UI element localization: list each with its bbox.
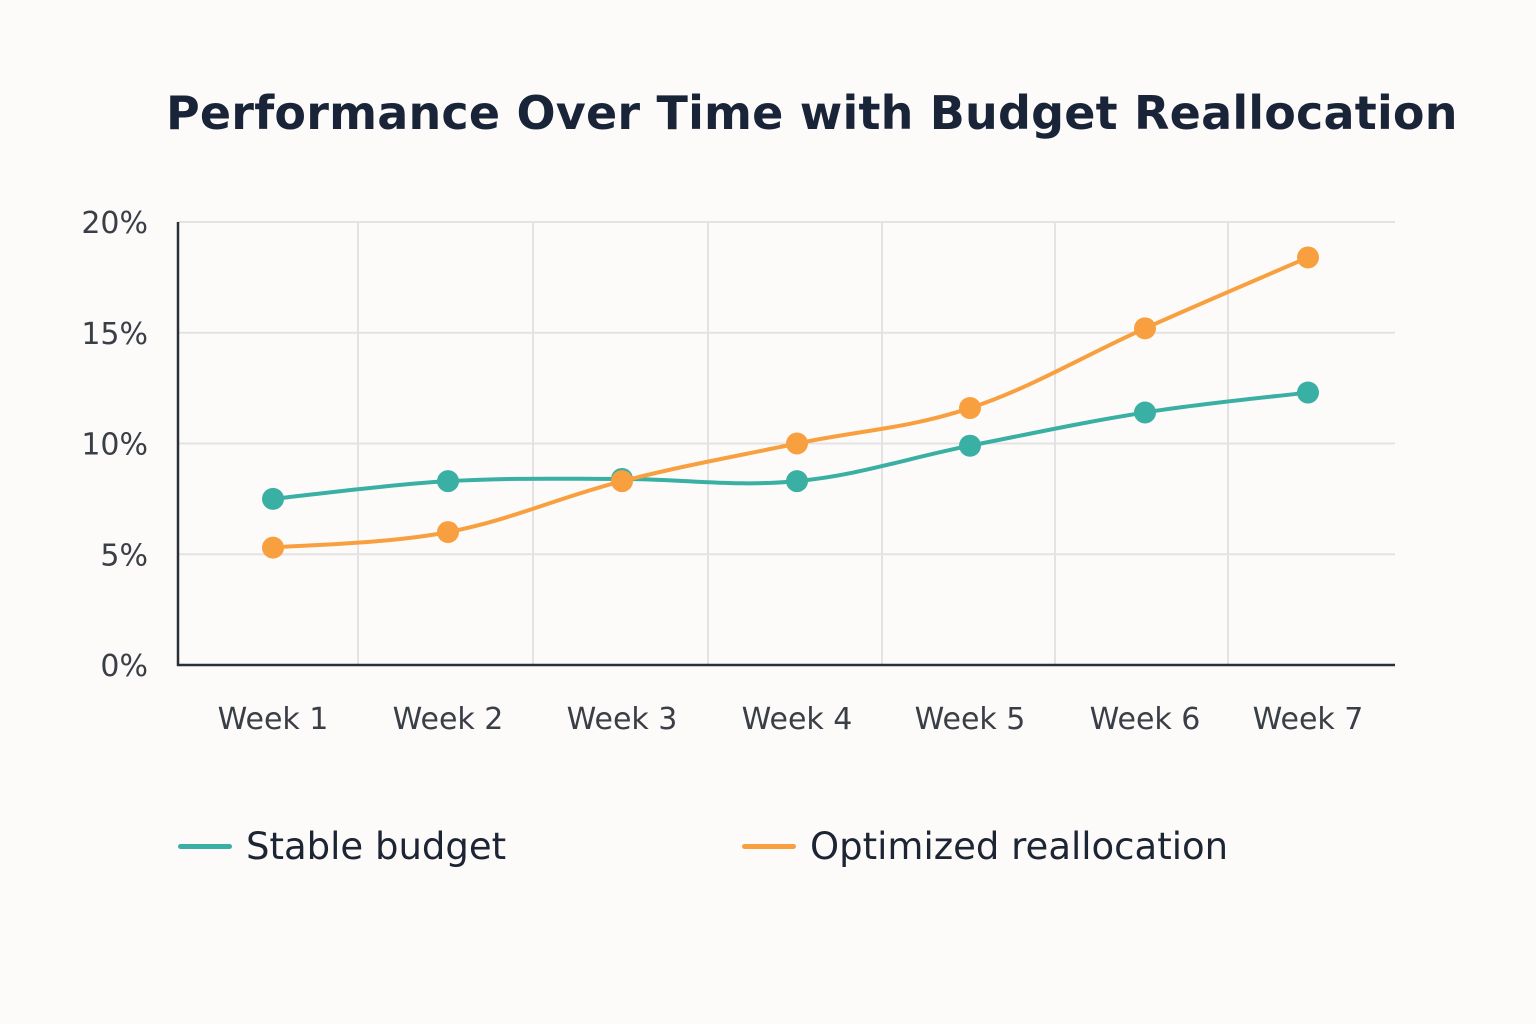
data-point [1297,381,1319,404]
y-tick-label: 10% [81,428,148,463]
x-tick-label: Week 6 [1090,702,1201,737]
data-point [959,397,981,420]
legend-swatch [178,843,232,849]
legend-item-optimized-reallocation: Optimized reallocation [742,822,1228,870]
legend-item-stable-budget: Stable budget [178,822,506,870]
series-layer [262,246,1319,559]
data-point [437,470,459,493]
data-point [786,432,808,455]
y-tick-label: 20% [81,206,148,241]
data-point [959,434,981,457]
x-tick-label: Week 1 [218,702,329,737]
series-stable-budget [262,381,1319,510]
data-point [1297,246,1319,269]
x-tick-label: Week 7 [1253,702,1364,737]
axes [176,222,1395,667]
series-optimized-reallocation [262,246,1319,559]
y-tick-labels: 0% 5% 10% 15% 20% [81,206,148,684]
data-point [611,470,633,493]
legend-label: Stable budget [246,824,507,868]
x-tick-label: Week 4 [742,702,853,737]
data-point [262,536,284,559]
x-tick-label: Week 5 [915,702,1026,737]
x-tick-labels: Week 1 Week 2 Week 3 Week 4 Week 5 Week 6 Week… [218,702,1364,737]
legend-swatch [742,843,796,849]
series-line [271,255,1310,550]
y-tick-label: 15% [81,317,148,352]
chart-title: Performance Over Time with Budget Reallo… [166,86,1458,140]
data-point [437,521,459,544]
data-point [786,470,808,493]
y-tick-label: 5% [100,538,148,573]
legend-label: Optimized reallocation [810,824,1229,868]
x-tick-label: Week 3 [567,702,678,737]
x-tick-label: Week 2 [393,702,504,737]
data-point [1134,317,1156,340]
y-tick-label: 0% [100,649,148,684]
data-point [262,487,284,510]
data-point [1134,401,1156,424]
